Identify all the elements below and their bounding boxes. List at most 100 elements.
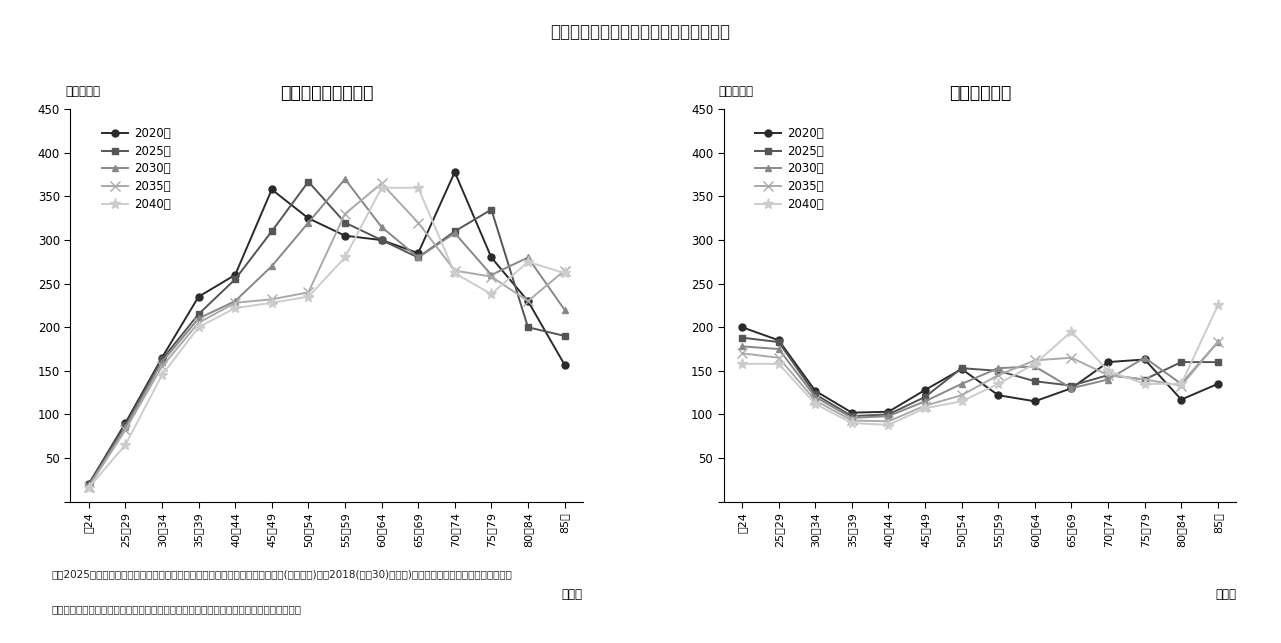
2025年	[1027, 377, 1043, 385]
2040年	[374, 184, 389, 192]
2020年	[771, 336, 787, 344]
2025年	[154, 356, 169, 363]
2035年	[1173, 382, 1189, 390]
2040年	[264, 299, 279, 307]
2020年	[807, 387, 822, 395]
2040年	[191, 323, 206, 331]
2025年	[228, 275, 243, 283]
2025年	[81, 480, 96, 488]
2030年	[118, 424, 133, 431]
2040年	[1100, 367, 1116, 375]
Text: 注：2025年以降は、令和２年国勢調査の世帯数に、「日本の世帯数の将来推計(全国推計)」（2018(平成30)年推計)の世帯数変化率を乗じることで算出: 注：2025年以降は、令和２年国勢調査の世帯数に、「日本の世帯数の将来推計(全国…	[51, 569, 512, 579]
2030年	[1211, 338, 1226, 346]
2020年	[990, 392, 1006, 399]
2040年	[520, 258, 535, 266]
Legend: 2020年, 2025年, 2030年, 2035年, 2040年: 2020年, 2025年, 2030年, 2035年, 2040年	[102, 127, 170, 211]
Line: 2035年: 2035年	[83, 179, 570, 492]
2030年	[954, 380, 970, 388]
2020年	[917, 386, 933, 394]
2040年	[118, 441, 133, 449]
Text: 出所：総務省、国立社会保障・人口問題研究所のデータをもとにニッセイ基礎研究所作成: 出所：総務省、国立社会保障・人口問題研究所のデータをもとにニッセイ基礎研究所作成	[51, 604, 301, 615]
2035年	[520, 297, 535, 305]
2035年	[1100, 371, 1116, 379]
2025年	[1211, 358, 1226, 366]
Text: （万世帯）: （万世帯）	[65, 84, 100, 98]
2040年	[557, 269, 573, 277]
2035年	[374, 179, 389, 187]
2035年	[734, 350, 749, 358]
Line: 2040年: 2040年	[737, 300, 1223, 430]
2040年	[734, 360, 749, 368]
2030年	[1138, 354, 1153, 361]
2020年	[520, 297, 535, 305]
Text: （万世帯）: （万世帯）	[719, 84, 753, 98]
2035年	[771, 354, 787, 361]
2025年	[954, 365, 970, 372]
2040年	[154, 371, 169, 379]
2020年	[844, 409, 860, 417]
2020年	[881, 408, 897, 415]
2020年	[374, 236, 389, 244]
2035年	[484, 273, 500, 280]
2025年	[191, 311, 206, 318]
2020年	[557, 361, 573, 368]
2025年	[557, 332, 573, 340]
2020年	[337, 232, 352, 240]
2020年	[484, 253, 500, 261]
2025年	[520, 323, 535, 331]
2020年	[154, 354, 169, 361]
2035年	[1138, 376, 1153, 383]
2020年	[191, 293, 206, 300]
2040年	[81, 484, 96, 491]
2040年	[1027, 360, 1043, 368]
2030年	[807, 393, 822, 401]
Text: （歳）: （歳）	[562, 588, 583, 601]
2020年	[410, 249, 425, 257]
2025年	[264, 228, 279, 235]
2030年	[917, 397, 933, 405]
Line: 2020年: 2020年	[739, 323, 1221, 416]
2035年	[118, 426, 133, 434]
2035年	[954, 392, 970, 399]
2020年	[264, 186, 279, 194]
2020年	[1027, 397, 1043, 405]
2030年	[881, 412, 897, 420]
2040年	[301, 293, 316, 300]
2030年	[191, 314, 206, 322]
2030年	[301, 219, 316, 226]
2035年	[1063, 354, 1079, 361]
2030年	[81, 482, 96, 490]
2030年	[990, 365, 1006, 372]
2025年	[301, 178, 316, 186]
2035年	[447, 267, 462, 275]
2030年	[1063, 385, 1079, 392]
2020年	[1173, 395, 1189, 403]
2025年	[917, 393, 933, 401]
2030年	[557, 306, 573, 314]
Text: 図表４：年齢毎の将来推計世帯数の推移: 図表４：年齢毎の将来推計世帯数の推移	[551, 23, 730, 41]
2030年	[734, 343, 749, 350]
2020年	[118, 419, 133, 427]
2035年	[337, 210, 352, 218]
2040年	[771, 360, 787, 368]
2035年	[881, 417, 897, 425]
2035年	[81, 483, 96, 491]
Line: 2030年: 2030年	[739, 339, 1221, 421]
2040年	[337, 253, 352, 261]
2040年	[954, 397, 970, 405]
2025年	[771, 338, 787, 346]
2030年	[447, 229, 462, 237]
2020年	[1211, 380, 1226, 388]
Line: 2030年: 2030年	[86, 176, 567, 489]
Line: 2040年: 2040年	[83, 182, 570, 493]
2040年	[1173, 380, 1189, 388]
2035年	[410, 219, 425, 226]
2020年	[734, 323, 749, 331]
2035年	[1211, 338, 1226, 346]
2040年	[807, 400, 822, 408]
2020年	[1063, 385, 1079, 392]
2040年	[1063, 328, 1079, 336]
2030年	[844, 414, 860, 422]
2020年	[954, 365, 970, 373]
2040年	[484, 290, 500, 298]
